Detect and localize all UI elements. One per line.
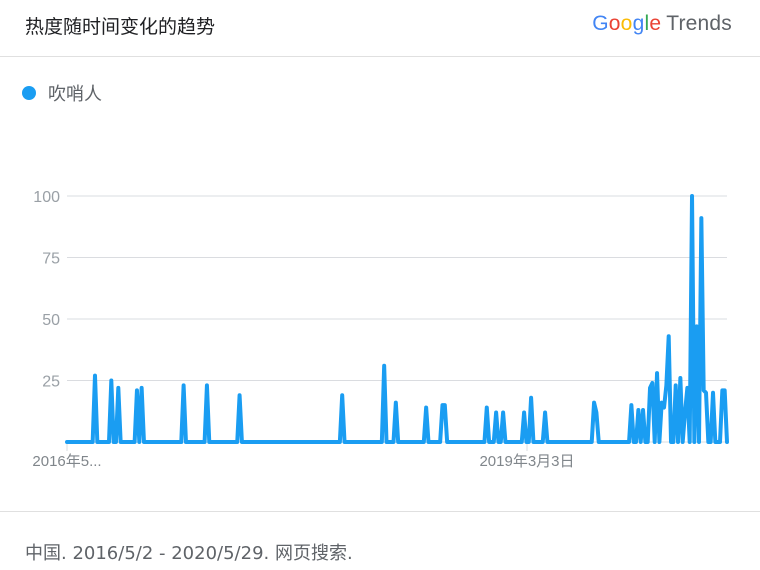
legend-label: 吹哨人 (48, 84, 102, 105)
data-point[interactable] (425, 406, 428, 409)
data-point[interactable] (630, 404, 633, 407)
data-point[interactable] (338, 441, 341, 444)
data-point[interactable] (205, 384, 208, 387)
data-point[interactable] (688, 441, 691, 444)
data-point[interactable] (520, 441, 523, 444)
data-point[interactable] (110, 379, 113, 382)
data-point[interactable] (495, 411, 498, 414)
data-point[interactable] (383, 364, 386, 367)
data-point[interactable] (700, 217, 703, 220)
data-point[interactable] (527, 441, 530, 444)
data-point[interactable] (595, 411, 598, 414)
data-point[interactable] (502, 411, 505, 414)
data-point[interactable] (639, 441, 642, 444)
data-point[interactable] (443, 404, 446, 407)
data-point[interactable] (628, 441, 631, 444)
data-point[interactable] (684, 411, 687, 414)
chart-title: 热度随时间变化的趋势 (25, 16, 216, 38)
data-point[interactable] (380, 441, 383, 444)
data-point[interactable] (712, 391, 715, 394)
data-point[interactable] (530, 396, 533, 399)
data-point[interactable] (593, 401, 596, 404)
chart-header: 热度随时间变化的趋势 Google Trends (0, 0, 760, 57)
data-point[interactable] (656, 372, 659, 375)
footer-text: 中国. 2016/5/2 - 2020/5/29. 网页搜索. (25, 543, 353, 564)
data-point[interactable] (660, 401, 663, 404)
data-point[interactable] (693, 441, 696, 444)
data-point[interactable] (681, 441, 684, 444)
data-point[interactable] (667, 335, 670, 338)
data-point[interactable] (93, 374, 96, 377)
legend: 吹哨人 (22, 80, 102, 106)
data-point[interactable] (138, 441, 141, 444)
data-point[interactable] (182, 384, 185, 387)
data-point[interactable] (646, 441, 649, 444)
data-point[interactable] (726, 441, 729, 444)
data-point[interactable] (658, 441, 661, 444)
data-point[interactable] (341, 394, 344, 397)
legend-dot-icon (22, 86, 36, 100)
data-point[interactable] (114, 441, 117, 444)
data-point[interactable] (236, 441, 239, 444)
x-tick-label: 2019年3月3日 (479, 453, 574, 470)
data-point[interactable] (499, 441, 502, 444)
data-point[interactable] (686, 386, 689, 389)
data-point[interactable] (133, 441, 136, 444)
data-point[interactable] (180, 441, 183, 444)
data-point[interactable] (698, 441, 701, 444)
data-point[interactable] (705, 391, 708, 394)
google-trends-logo[interactable]: Google Trends (592, 12, 732, 35)
data-point[interactable] (677, 441, 680, 444)
data-point[interactable] (544, 411, 547, 414)
y-tick-label: 50 (42, 312, 60, 329)
data-point[interactable] (492, 441, 495, 444)
data-point[interactable] (663, 406, 666, 409)
data-point[interactable] (91, 441, 94, 444)
data-point[interactable] (485, 406, 488, 409)
data-point[interactable] (679, 377, 682, 380)
data-point[interactable] (135, 389, 138, 392)
data-point[interactable] (674, 384, 677, 387)
data-point[interactable] (439, 441, 442, 444)
y-tick-label: 75 (42, 251, 60, 268)
data-point[interactable] (392, 441, 395, 444)
chart-footer: 中国. 2016/5/2 - 2020/5/29. 网页搜索. (0, 511, 760, 570)
data-point[interactable] (523, 411, 526, 414)
data-point[interactable] (635, 441, 638, 444)
data-point[interactable] (709, 441, 712, 444)
data-point[interactable] (665, 384, 668, 387)
series-line[interactable] (65, 194, 729, 444)
data-point[interactable] (702, 389, 705, 392)
data-point[interactable] (637, 409, 640, 412)
data-point[interactable] (719, 441, 722, 444)
y-tick-label: 100 (33, 189, 60, 206)
data-point[interactable] (642, 409, 645, 412)
data-point[interactable] (651, 381, 654, 384)
data-point[interactable] (394, 401, 397, 404)
data-point[interactable] (107, 441, 110, 444)
data-point[interactable] (422, 441, 425, 444)
data-point[interactable] (238, 394, 241, 397)
data-point[interactable] (203, 441, 206, 444)
data-point[interactable] (723, 389, 726, 392)
y-tick-label: 25 (42, 374, 60, 391)
data-point[interactable] (483, 441, 486, 444)
x-tick-label: 2016年5... (32, 453, 101, 470)
data-point[interactable] (649, 386, 652, 389)
data-point[interactable] (672, 441, 675, 444)
data-point[interactable] (590, 441, 593, 444)
data-point[interactable] (140, 386, 143, 389)
data-point[interactable] (695, 325, 698, 328)
data-point[interactable] (653, 441, 656, 444)
data-point[interactable] (117, 386, 120, 389)
data-point[interactable] (541, 441, 544, 444)
data-point[interactable] (691, 195, 694, 198)
